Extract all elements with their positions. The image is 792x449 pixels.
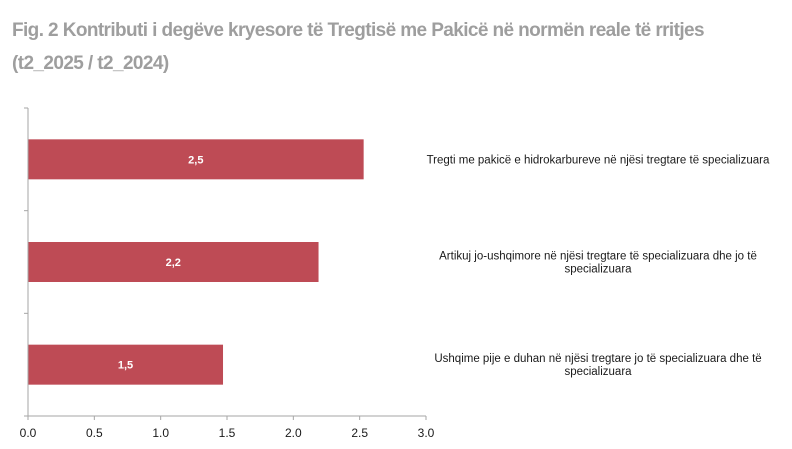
x-tick-label: 2.0 (285, 426, 302, 440)
bar (28, 242, 319, 282)
x-tick-label: 1.0 (152, 426, 169, 440)
x-tick-label: 3.0 (418, 426, 435, 440)
data-label: 2,5 (188, 154, 203, 166)
x-tick-label: 2.5 (351, 426, 368, 440)
bars-layer: 2,5 2,2 1,5 (28, 139, 364, 385)
bar (28, 344, 224, 385)
x-tick-label: 1.5 (219, 426, 236, 440)
labels-layer: Tregti me pakicë e hidrokarbureve në një… (427, 154, 770, 378)
category-label: Ushqime pije e duhan në njësi tregtare j… (434, 353, 761, 378)
x-tick-label: 0.5 (86, 426, 103, 440)
data-label: 1,5 (118, 360, 133, 372)
bar (28, 139, 364, 180)
category-label-line: Artikuj jo-ushqimore në njësi tregtare t… (439, 251, 757, 263)
category-label: Tregti me pakicë e hidrokarbureve në një… (427, 154, 770, 166)
category-label-line: specializuara (564, 264, 632, 276)
category-label-line: Ushqime pije e duhan në njësi tregtare j… (434, 353, 761, 365)
chart-title: Fig. 2 Kontributi i degëve kryesore të T… (12, 20, 705, 74)
category-label-line: Tregti me pakicë e hidrokarbureve në një… (427, 154, 770, 166)
x-tick-label: 0.0 (20, 426, 37, 440)
data-label: 2,2 (166, 257, 181, 269)
category-label-line: specializuara (564, 366, 632, 378)
category-label: Artikuj jo-ushqimore në njësi tregtare t… (439, 251, 757, 276)
axis-layer: 0.0 0.5 1.0 1.5 2.0 2.5 3.0 (20, 107, 435, 440)
